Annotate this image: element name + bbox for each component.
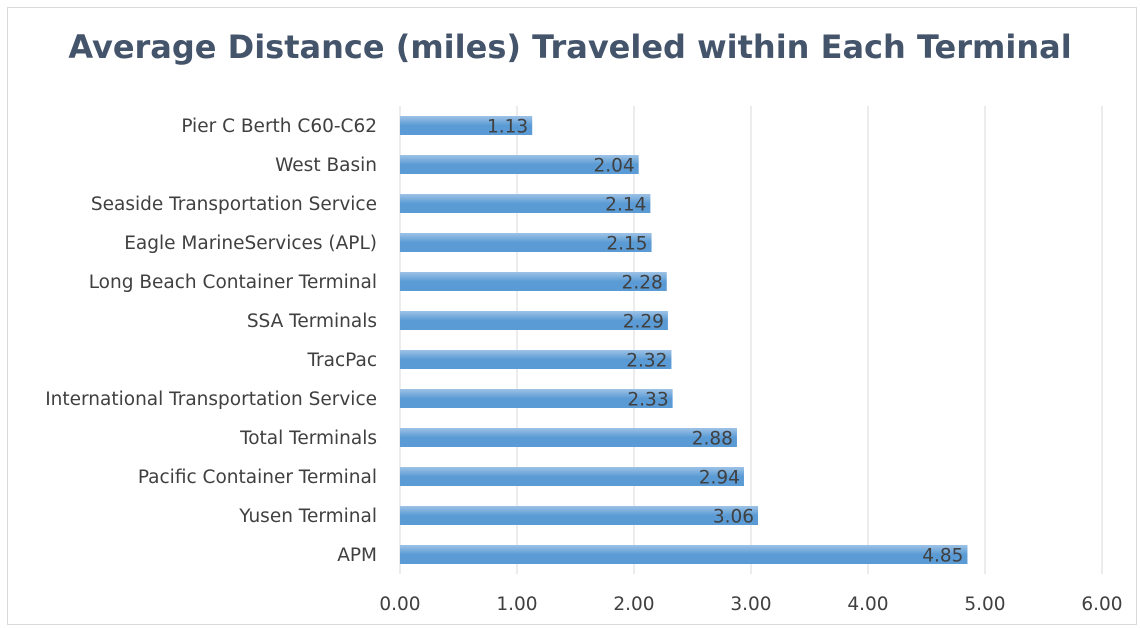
category-label: Yusen Terminal xyxy=(238,506,377,527)
gridlines xyxy=(399,106,1103,574)
data-label: 2.04 xyxy=(593,156,634,177)
data-label: 2.14 xyxy=(605,195,646,216)
category-labels: Pier C Berth C60-C62 West Basin Seaside Tr… xyxy=(45,116,377,566)
data-label: 2.28 xyxy=(622,273,663,294)
data-label: 2.33 xyxy=(627,390,668,411)
category-label: Pier C Berth C60-C62 xyxy=(181,116,377,137)
bar xyxy=(400,428,737,447)
category-label: APM xyxy=(337,545,377,566)
data-label: 2.94 xyxy=(699,468,740,489)
x-tick-label: 3.00 xyxy=(730,594,771,615)
x-tick-label: 1.00 xyxy=(496,594,537,615)
bar xyxy=(400,272,667,291)
category-label: Total Terminals xyxy=(239,428,377,449)
category-label: Pacific Container Terminal xyxy=(138,467,377,488)
data-label: 1.13 xyxy=(487,117,528,138)
data-labels: 1.13 2.04 2.14 2.15 2.28 2.29 2.32 2.33 2.88 2.94… xyxy=(487,117,963,567)
category-label: Eagle MarineServices (APL) xyxy=(124,233,377,254)
data-label: 2.88 xyxy=(692,429,733,450)
bar xyxy=(400,389,673,408)
x-tick-label: 2.00 xyxy=(613,594,654,615)
bars xyxy=(400,116,968,564)
category-label: International Transportation Service xyxy=(45,389,377,410)
bar xyxy=(400,233,652,252)
category-label: Long Beach Container Terminal xyxy=(89,272,377,293)
bar xyxy=(400,350,672,369)
bar xyxy=(400,194,651,213)
data-label: 2.15 xyxy=(606,234,647,255)
bar xyxy=(400,467,744,486)
chart-title: Average Distance (miles) Traveled within… xyxy=(68,28,1072,66)
x-tick-labels: 0.00 1.00 2.00 3.00 4.00 5.00 6.00 xyxy=(379,594,1122,615)
data-label: 4.85 xyxy=(922,546,963,567)
x-tick-label: 5.00 xyxy=(964,594,1005,615)
x-tick-label: 6.00 xyxy=(1081,594,1122,615)
bar xyxy=(400,311,668,330)
category-label: TracPac xyxy=(306,350,377,371)
category-label: SSA Terminals xyxy=(247,311,377,332)
data-label: 3.06 xyxy=(713,507,754,528)
category-label: West Basin xyxy=(275,155,377,176)
bar xyxy=(400,545,968,564)
data-label: 2.32 xyxy=(626,351,667,372)
data-label: 2.29 xyxy=(623,312,664,333)
category-label: Seaside Transportation Service xyxy=(91,194,377,215)
bar xyxy=(400,116,533,135)
x-tick-label: 4.00 xyxy=(847,594,888,615)
bar xyxy=(400,506,759,525)
x-tick-label: 0.00 xyxy=(379,594,420,615)
bar xyxy=(400,155,639,174)
